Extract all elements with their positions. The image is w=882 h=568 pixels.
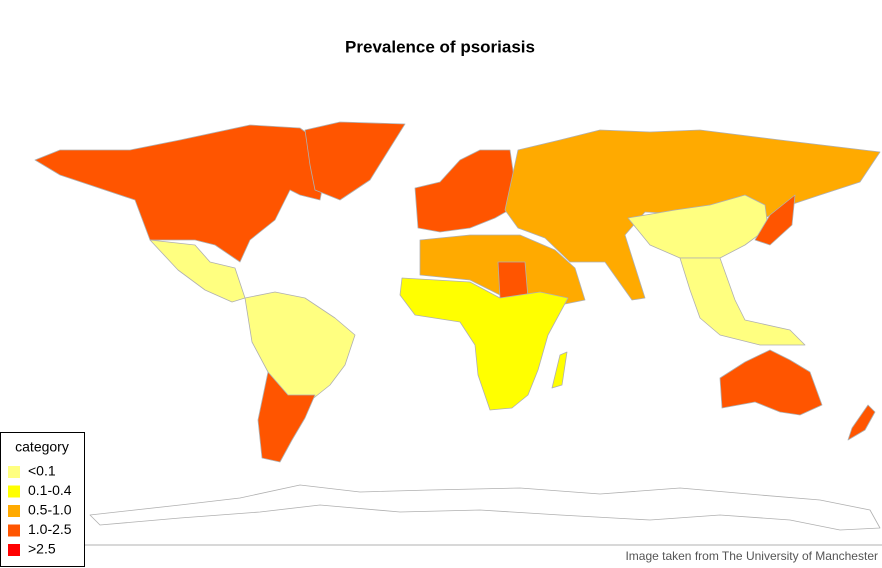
argentina-chile xyxy=(257,371,316,463)
legend-swatch xyxy=(8,544,20,556)
legend-swatch xyxy=(8,524,20,537)
south-america-north xyxy=(244,291,356,406)
new-zealand xyxy=(847,404,876,441)
greenland xyxy=(304,121,406,201)
caption: Image taken from The University of Manch… xyxy=(625,549,878,563)
legend-label: <0.1 xyxy=(28,463,56,479)
antarctica xyxy=(89,484,881,531)
legend-label: >2.5 xyxy=(28,541,56,557)
legend: category <0.1 0.1-0.4 0.5-1.0 1.0-2.5 >2.5 xyxy=(0,432,85,567)
legend-label: 0.1-0.4 xyxy=(28,482,72,498)
legend-swatch xyxy=(8,485,20,498)
madagascar xyxy=(551,351,568,389)
australia xyxy=(719,349,823,416)
countries xyxy=(34,121,882,546)
legend-label: 0.5-1.0 xyxy=(28,502,72,518)
canada-usa xyxy=(34,124,331,263)
southeast-asia xyxy=(679,257,806,346)
sub-saharan-africa xyxy=(399,277,569,411)
egypt-region xyxy=(497,261,529,299)
map-title: Prevalence of psoriasis xyxy=(345,37,535,56)
legend-swatch xyxy=(8,505,20,517)
western-europe xyxy=(414,149,519,233)
legend-label: 1.0-2.5 xyxy=(28,521,72,537)
legend-title: category xyxy=(15,439,69,455)
legend-swatch xyxy=(8,466,20,478)
japan-korea xyxy=(754,194,796,246)
